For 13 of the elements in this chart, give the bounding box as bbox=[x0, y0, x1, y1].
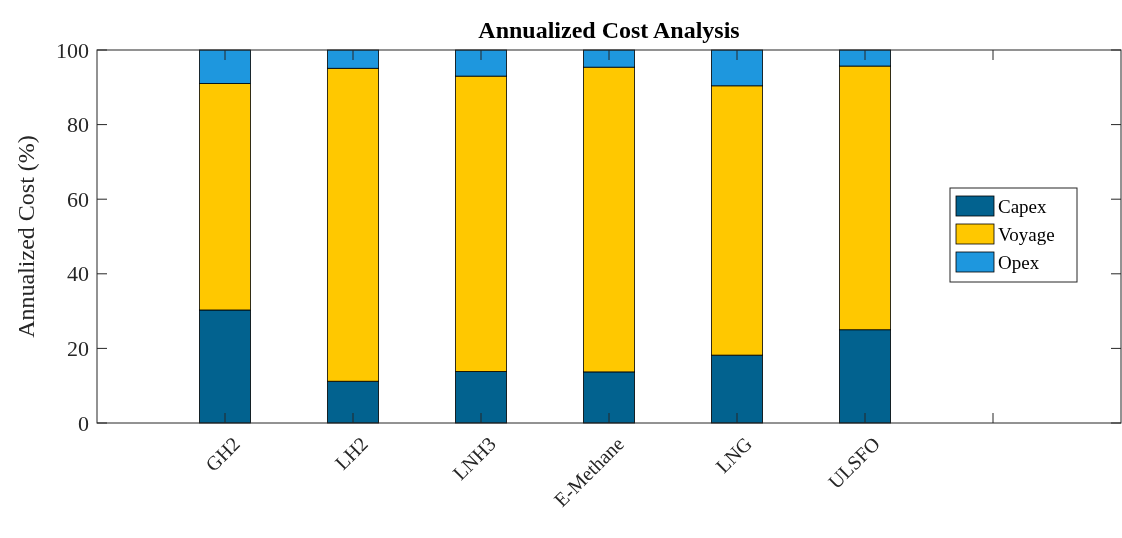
y-tick-label: 40 bbox=[67, 261, 89, 287]
y-axis-title: Annualized Cost (%) bbox=[13, 135, 39, 338]
legend-label: Capex bbox=[998, 195, 1048, 217]
x-tick-label: GH2 bbox=[200, 432, 245, 476]
x-tick-label: LH2 bbox=[330, 432, 373, 474]
y-tick-label: 100 bbox=[56, 37, 89, 63]
legend-label: Voyage bbox=[998, 223, 1055, 245]
y-tick-label: 80 bbox=[67, 112, 89, 138]
legend-label: Opex bbox=[998, 251, 1040, 273]
y-tick-label: 0 bbox=[78, 410, 89, 436]
chart-title: Annualized Cost Analysis bbox=[478, 17, 740, 43]
y-tick-label: 20 bbox=[67, 335, 89, 361]
y-tick-label: 60 bbox=[67, 186, 89, 212]
